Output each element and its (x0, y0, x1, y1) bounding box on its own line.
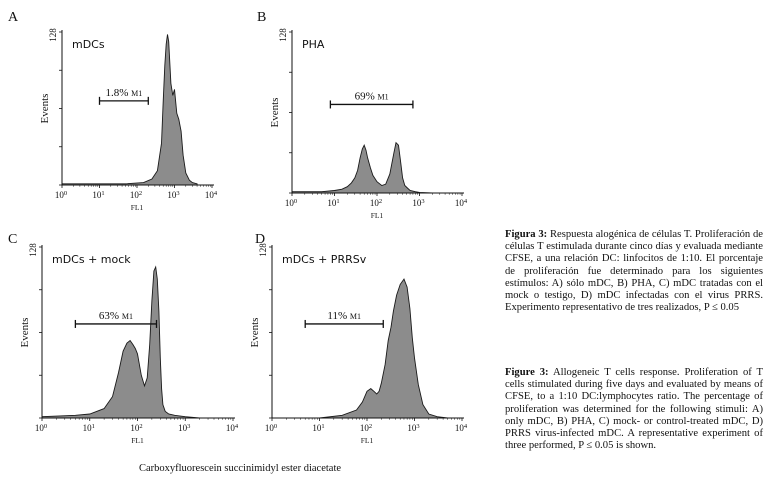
y-tick-label-max: 128 (278, 28, 288, 42)
gate-name: M1 (378, 92, 389, 101)
caption-en-text: Allogeneic T cells response. Proliferati… (505, 367, 763, 452)
x-tick-exponent: 3 (421, 198, 424, 205)
panel-letter: D (255, 232, 265, 247)
x-tick-exponent: 3 (187, 423, 190, 430)
y-axis-label: Events (19, 318, 31, 348)
histogram-area (291, 141, 433, 194)
histogram-area (61, 34, 198, 186)
panel-letter: C (8, 232, 17, 247)
panel-title: PHA (302, 38, 325, 51)
gate-name: M1 (131, 89, 142, 98)
x-tick-label: 100 (285, 198, 297, 208)
x-tick-label: 104 (226, 423, 239, 433)
caption-es: Figura 3: Respuesta alogénica de células… (505, 229, 763, 314)
x-tick-exponent: 1 (321, 423, 324, 430)
x-tick-exponent: 4 (214, 190, 218, 197)
panel-title: mDCs + mock (52, 253, 131, 266)
x-tick-exponent: 0 (64, 190, 67, 197)
x-tick-label: 103 (167, 190, 179, 200)
x-tick-label: 103 (178, 423, 190, 433)
x-tick-label: 102 (370, 198, 382, 208)
y-axis-label: Events (269, 98, 281, 128)
x-tick-label: 102 (130, 190, 142, 200)
x-tick-label: 102 (130, 423, 142, 433)
x-tick-label: 100 (55, 190, 67, 200)
x-tick-exponent: 1 (92, 423, 95, 430)
x-axis-label: FL1 (131, 203, 144, 212)
x-tick-exponent: 0 (274, 423, 277, 430)
x-tick-exponent: 4 (464, 423, 468, 430)
x-tick-label: 103 (407, 423, 419, 433)
x-tick-label: 104 (205, 190, 218, 200)
figure-panels: Carboxyfluorescein succinimidyl ester di… (8, 10, 468, 474)
figure-xlabel: Carboxyfluorescein succinimidyl ester di… (139, 463, 341, 474)
gate-name: M1 (350, 312, 361, 321)
caption-es-text: Respuesta alogénica de células T. Prolif… (505, 229, 763, 314)
histogram-area (272, 278, 448, 419)
x-tick-label: 102 (360, 423, 372, 433)
gate-label: 11% M1 (327, 310, 361, 322)
x-tick-exponent: 2 (139, 190, 142, 197)
y-tick-label-max: 128 (28, 243, 38, 257)
histogram-area (41, 265, 200, 419)
x-tick-exponent: 2 (369, 423, 372, 430)
y-axis-label: Events (249, 318, 261, 348)
caption-en: Figure 3: Allogeneic T cells response. P… (505, 367, 763, 452)
x-tick-label: 101 (92, 190, 104, 200)
x-tick-label: 104 (455, 198, 468, 208)
x-tick-exponent: 4 (235, 423, 239, 430)
y-axis-label: Events (39, 94, 51, 124)
x-tick-label: 101 (83, 423, 95, 433)
x-axis-label: FL1 (361, 436, 374, 445)
x-tick-label: 104 (455, 423, 468, 433)
x-tick-exponent: 3 (176, 190, 179, 197)
gate-name: M1 (122, 312, 133, 321)
y-tick-label-max: 128 (48, 28, 58, 42)
gate-label: 69% M1 (355, 90, 389, 102)
x-tick-label: 103 (412, 198, 424, 208)
panel-title: mDCs (72, 38, 105, 51)
x-tick-exponent: 3 (416, 423, 419, 430)
x-axis-label: FL1 (131, 436, 144, 445)
panel-title: mDCs + PRRSv (282, 253, 367, 266)
x-tick-exponent: 0 (294, 198, 297, 205)
x-tick-label: 101 (312, 423, 324, 433)
caption-en-label: Figure 3: (505, 367, 549, 378)
panel-letter: A (8, 10, 19, 25)
x-tick-label: 101 (327, 198, 339, 208)
x-tick-label: 100 (265, 423, 277, 433)
x-tick-exponent: 1 (101, 190, 104, 197)
x-tick-exponent: 4 (464, 198, 468, 205)
x-tick-exponent: 2 (139, 423, 142, 430)
x-axis-label: FL1 (371, 211, 384, 220)
gate-label: 63% M1 (99, 310, 133, 322)
caption-es-label: Figura 3: (505, 229, 548, 240)
panel-letter: B (257, 10, 266, 25)
x-tick-label: 100 (35, 423, 47, 433)
y-tick-label-max: 128 (258, 243, 268, 257)
gate-label: 1.8% M1 (105, 87, 142, 99)
x-tick-exponent: 0 (44, 423, 47, 430)
x-tick-exponent: 1 (336, 198, 339, 205)
x-tick-exponent: 2 (379, 198, 382, 205)
